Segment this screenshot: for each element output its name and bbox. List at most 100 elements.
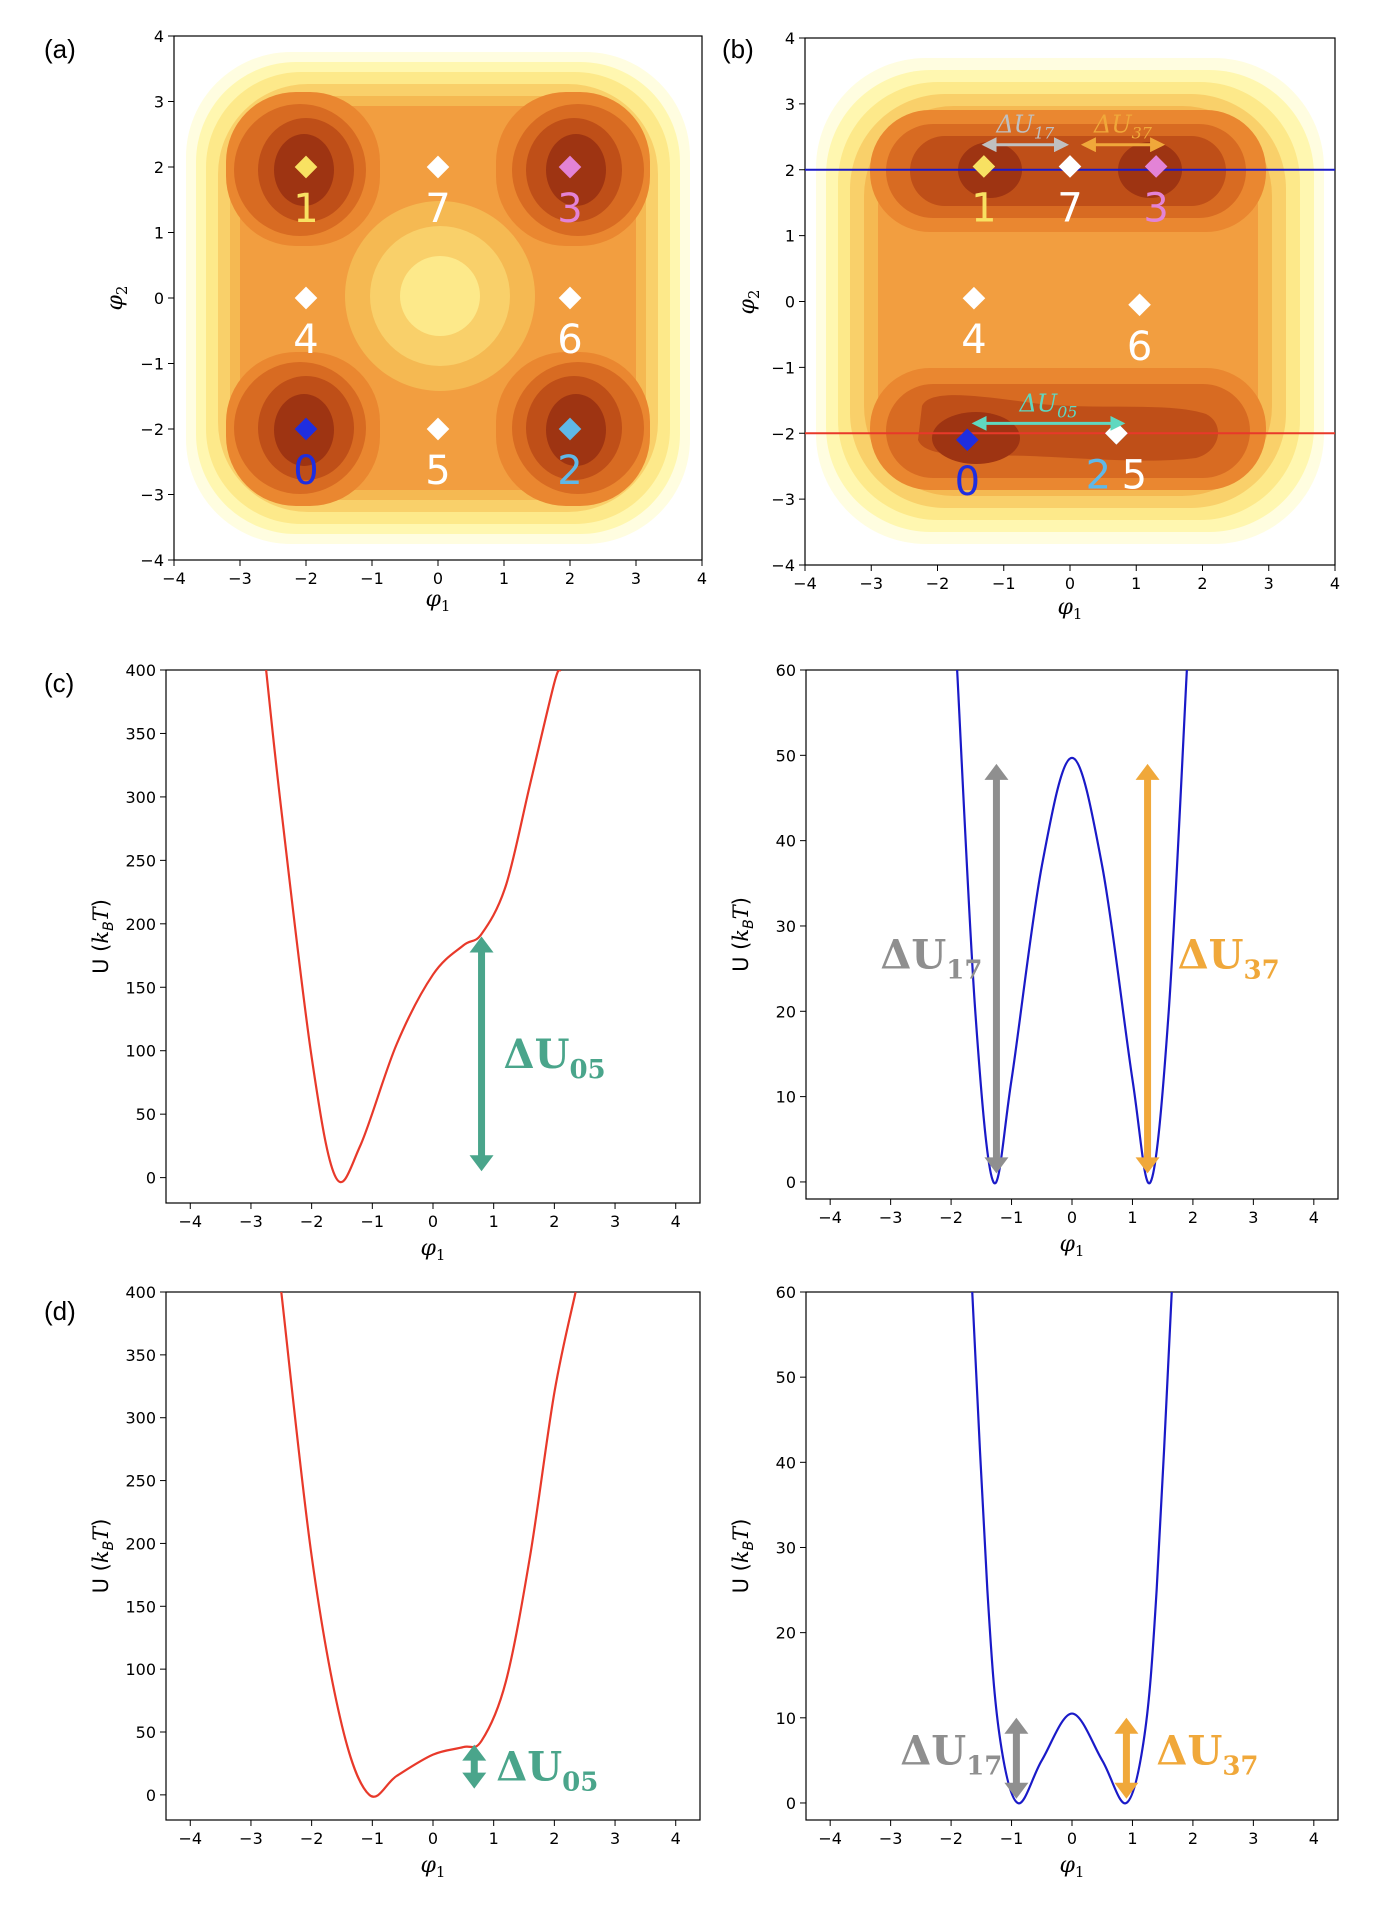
barrier-label-17-sub: 17 xyxy=(946,956,982,986)
x-tick-label: −3 xyxy=(879,1208,903,1227)
state-marker-2 xyxy=(558,417,582,441)
y-tick-label: 40 xyxy=(776,832,796,851)
y-tick-label: 10 xyxy=(776,1709,796,1728)
x-tick-label: −1 xyxy=(1000,1829,1024,1848)
x-tick-label: −2 xyxy=(300,1212,324,1231)
y-tick-label: 350 xyxy=(125,724,156,743)
y-tick-label: 100 xyxy=(125,1042,156,1061)
line-panel-c_left: −4 −3 −2 −1 0 1 2 3 4050100150200250300350400φ1U… xyxy=(89,661,701,1264)
y-tick-label: 20 xyxy=(776,1002,796,1021)
state-marker-0 xyxy=(955,428,979,452)
state-label-6: 6 xyxy=(557,317,582,363)
y-tick-label: 400 xyxy=(125,1283,156,1302)
barrier-arrow-37-head-bottom xyxy=(1114,1782,1139,1799)
y-axis-label: U (kBT) xyxy=(89,1519,117,1594)
x-tick-label: −3 xyxy=(879,1829,903,1848)
x-tick-label-a: −3 xyxy=(228,569,252,588)
barrier-arrow-05-head-bottom xyxy=(462,1772,487,1789)
x-axis-label: φ1 xyxy=(421,1853,446,1881)
x-tick-label-a: −4 xyxy=(162,569,186,588)
x-tick-label-b: −4 xyxy=(793,574,817,593)
y-tick-label-a: 3 xyxy=(154,93,164,112)
y-tick-label: 0 xyxy=(786,1794,796,1813)
x-tick-label: −2 xyxy=(300,1829,324,1848)
y-tick-label: 50 xyxy=(136,1723,156,1742)
y-axis-label: U (kBT) xyxy=(729,897,757,972)
panel-b: −4 −3 −2 −1 0 1 2 3 4 −4 −3 −2 −1 0 1 2 3 4 0 1 2 3 4 5 6 7 ΔU17… xyxy=(735,29,1340,623)
energy-curve xyxy=(971,1292,1173,1805)
x-tick-label-b: 3 xyxy=(1264,574,1274,593)
axis-ticks-a: −4 −3 −2 −1 0 1 2 3 4 −4 −3 −2 −1 0 1 2 3 4 xyxy=(140,27,707,588)
y-axis-label-close: ) xyxy=(89,1519,113,1527)
barrier-label-sub: 05 xyxy=(1057,402,1077,421)
x-tick-label-b: 1 xyxy=(1131,574,1141,593)
barrier-label-17: ΔU17 xyxy=(995,111,1055,143)
x-tick-label: 0 xyxy=(1067,1208,1077,1227)
x-tick-label: −4 xyxy=(818,1829,842,1848)
y-axis-label-close: ) xyxy=(89,899,113,907)
state-label-0: 0 xyxy=(293,448,318,494)
x-axis-label: φ1 xyxy=(1060,1232,1085,1260)
y-tick-label-b: 4 xyxy=(785,29,795,48)
barrier-arrow-17-head-bottom xyxy=(984,1157,1009,1174)
x-axis-label-b: φ1 xyxy=(1058,595,1083,623)
x-axis-label: φ1 xyxy=(421,1236,446,1264)
y-tick-label: 250 xyxy=(125,1472,156,1491)
barrier-label-05-sub: 05 xyxy=(569,1055,605,1085)
y-tick-label-a: 0 xyxy=(154,289,164,308)
x-tick-label: 4 xyxy=(671,1829,681,1848)
state-marker-4 xyxy=(294,286,318,310)
y-tick-label-a: −4 xyxy=(140,551,164,570)
y-tick-label-a: 1 xyxy=(154,224,164,243)
y-tick-label: 50 xyxy=(776,1368,796,1387)
y-axis-label-b: B xyxy=(101,921,117,931)
panel-label-b: (b) xyxy=(722,34,754,64)
panel-label-c: (c) xyxy=(44,668,74,698)
y-tick-label-a: −3 xyxy=(140,486,164,505)
barrier-label-05: ΔU05 xyxy=(496,1744,598,1798)
y-tick-label: 100 xyxy=(125,1660,156,1679)
state-label-4: 4 xyxy=(293,317,318,363)
y-tick-label: 250 xyxy=(125,851,156,870)
x-tick-label-a: 1 xyxy=(499,569,509,588)
state-label-5: 5 xyxy=(1122,452,1147,498)
y-axis-label-b: B xyxy=(741,919,757,929)
x-tick-label: −3 xyxy=(239,1212,263,1231)
y-axis-label-k: k xyxy=(729,929,753,942)
x-tick-label: 0 xyxy=(428,1829,438,1848)
x-axis-label-sub: 1 xyxy=(436,1863,446,1881)
x-tick-label: 4 xyxy=(1309,1208,1319,1227)
curve-clip xyxy=(971,1292,1173,1805)
y-tick-label: 150 xyxy=(125,978,156,997)
contour-b xyxy=(805,38,1335,565)
y-axis-label: U (kBT) xyxy=(89,899,117,974)
curve-clip xyxy=(956,670,1188,1185)
y-tick-label-b: −3 xyxy=(771,490,795,509)
state-label-3: 3 xyxy=(1143,185,1168,231)
barrier-arrow-17-head-bottom xyxy=(1004,1782,1029,1799)
barrier-arrow-37-head-bottom xyxy=(1135,1157,1160,1174)
y-tick-label: 30 xyxy=(776,917,796,936)
x-tick-label-b: 4 xyxy=(1330,574,1340,593)
x-tick-label-b: −1 xyxy=(992,574,1016,593)
y-tick-label: 300 xyxy=(125,788,156,807)
energy-curve xyxy=(280,1292,577,1798)
x-tick-label: 1 xyxy=(1127,1829,1137,1848)
x-tick-label: 4 xyxy=(1309,1829,1319,1848)
panel-label-a: (a) xyxy=(44,34,76,64)
x-axis-label-sub: 1 xyxy=(1075,1863,1085,1881)
state-label-7: 7 xyxy=(1057,185,1082,231)
barrier-arrow-17-head-top xyxy=(1004,1717,1029,1734)
barrier-arrow-37-head-top xyxy=(1135,763,1160,780)
barrier-label-sub: 37 xyxy=(1132,124,1153,143)
barrier-arrow-37-head-top xyxy=(1114,1717,1139,1734)
y-axis-label-close: ) xyxy=(729,1519,753,1527)
y-tick-label: 60 xyxy=(776,661,796,680)
y-tick-label: 0 xyxy=(146,1169,156,1188)
line-panel-d_left: −4 −3 −2 −1 0 1 2 3 4050100150200250300350400φ1U… xyxy=(89,1283,701,1881)
x-tick-label: 2 xyxy=(549,1829,559,1848)
state-label-7: 7 xyxy=(425,186,450,232)
y-tick-label-b: 1 xyxy=(785,227,795,246)
y-tick-label-b: 2 xyxy=(785,161,795,180)
